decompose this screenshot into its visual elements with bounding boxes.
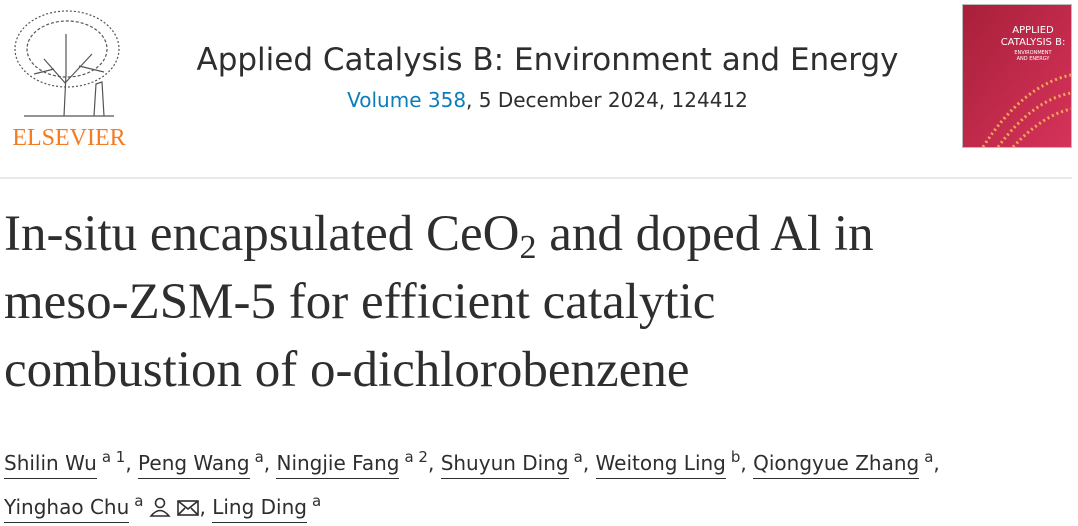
- affiliation-marker[interactable]: a 1: [101, 448, 126, 466]
- author-name[interactable]: Ling Ding: [212, 495, 307, 523]
- divider: [0, 177, 1072, 179]
- cover-subtitle: AND ENERGY: [1017, 56, 1051, 62]
- journal-name[interactable]: Applied Catalysis B: Environment and Ene…: [196, 42, 899, 78]
- author-separator: ,: [427, 451, 435, 475]
- author: Qiongyue Zhang a,: [753, 438, 940, 482]
- author-name[interactable]: Shilin Wu: [4, 451, 97, 479]
- volume-link[interactable]: Volume 358: [347, 88, 467, 112]
- journal-cover[interactable]: APPLIED CATALYSIS B: ENVIRONMENT AND ENE…: [962, 4, 1072, 148]
- author: Ling Ding a: [212, 482, 321, 526]
- affiliation-marker[interactable]: b: [730, 448, 741, 466]
- author-separator: ,: [933, 451, 940, 475]
- cover-art: [981, 73, 1071, 147]
- title-text: and doped Al in: [536, 206, 874, 262]
- title-line: combustion of o-dichlorobenzene: [4, 342, 690, 398]
- issue-info: , 5 December 2024, 124412: [466, 88, 748, 112]
- issue-line: Volume 358, 5 December 2024, 124412: [150, 88, 945, 112]
- author-name[interactable]: Shuyun Ding: [440, 451, 569, 479]
- affiliation-marker[interactable]: a: [311, 492, 322, 510]
- cover-title: CATALYSIS B:: [1001, 37, 1066, 48]
- author: Yinghao Chu a,: [4, 482, 206, 526]
- author-separator: ,: [263, 451, 271, 475]
- author: Peng Wang a,: [138, 438, 270, 482]
- author-name[interactable]: Peng Wang: [138, 451, 250, 479]
- affiliation-marker[interactable]: a 2: [404, 448, 428, 466]
- cover-title: APPLIED: [1012, 25, 1054, 36]
- author-separator: ,: [740, 451, 747, 475]
- tree-icon: [14, 10, 120, 117]
- title-text: In-situ encapsulated CeO: [4, 206, 520, 262]
- author-name[interactable]: Qiongyue Zhang: [753, 451, 920, 479]
- email-icon[interactable]: [177, 499, 200, 517]
- author: Shuyun Ding a,: [440, 438, 590, 482]
- person-icon[interactable]: [149, 497, 172, 517]
- author-name[interactable]: Weitong Ling: [595, 451, 726, 479]
- author-separator: ,: [199, 495, 206, 519]
- author: Shilin Wu a 1,: [4, 438, 132, 482]
- article-title: In-situ encapsulated CeO2 and doped Al i…: [4, 200, 874, 404]
- title-line: meso-ZSM-5 for efficient catalytic: [4, 274, 716, 330]
- affiliation-marker[interactable]: a: [254, 448, 264, 466]
- author-list: Shilin Wu a 1, Peng Wang a, Ningjie Fang a …: [4, 438, 1072, 526]
- title-line: In-situ encapsulated CeO2 and doped Al i…: [4, 206, 874, 265]
- journal-info: Applied Catalysis B: Environment and Ene…: [150, 42, 945, 112]
- author-name[interactable]: Ningjie Fang: [276, 451, 400, 479]
- author: Weitong Ling b,: [595, 438, 747, 482]
- publisher-name: ELSEVIER: [12, 125, 125, 150]
- cover-subtitle: ENVIRONMENT: [1014, 50, 1052, 56]
- affiliation-marker[interactable]: a: [573, 448, 583, 466]
- title-subscript: 2: [519, 229, 537, 266]
- affiliation-marker[interactable]: a: [924, 448, 934, 466]
- publisher-logo[interactable]: ELSEVIER: [4, 4, 134, 150]
- author-separator: ,: [582, 451, 590, 475]
- author-separator: ,: [125, 451, 132, 475]
- affiliation-marker[interactable]: a: [134, 492, 144, 510]
- author-name[interactable]: Yinghao Chu: [4, 495, 130, 523]
- author: Ningjie Fang a 2,: [276, 438, 434, 482]
